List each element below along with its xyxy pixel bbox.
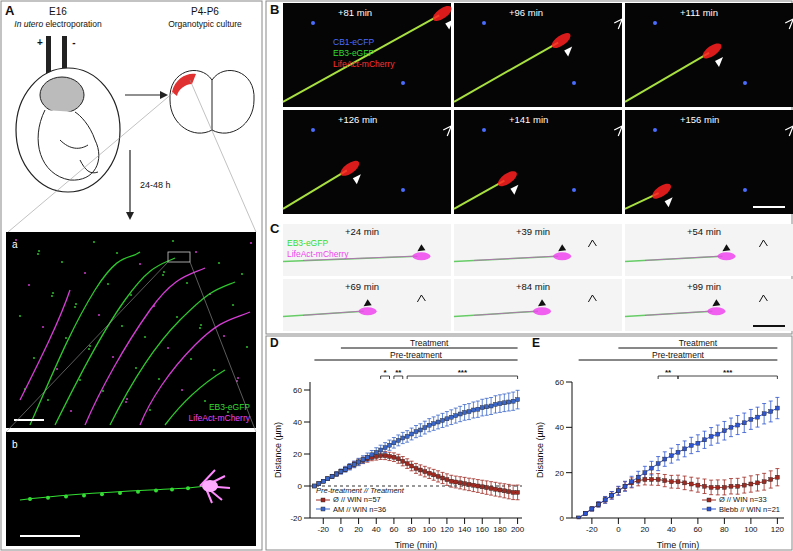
svg-text:**: ** bbox=[665, 368, 672, 377]
svg-text:E16: E16 bbox=[49, 6, 67, 17]
svg-text:40: 40 bbox=[555, 423, 564, 432]
svg-text:80: 80 bbox=[720, 525, 729, 534]
svg-text:80: 80 bbox=[407, 525, 416, 534]
html-text:AM // WIN n=36: AM // WIN n=36 bbox=[333, 504, 387, 514]
svg-text:Organotypic culture: Organotypic culture bbox=[168, 19, 242, 29]
svg-text:D: D bbox=[270, 336, 279, 350]
svg-text:140: 140 bbox=[458, 525, 472, 534]
svg-text:A: A bbox=[8, 3, 15, 18]
svg-text:CB1-eCFP: CB1-eCFP bbox=[333, 37, 374, 47]
svg-text:LifeAct-mCherry: LifeAct-mCherry bbox=[333, 59, 395, 69]
html-text:Pre-treatment // Treatment: Pre-treatment // Treatment bbox=[316, 485, 404, 495]
svg-text:0: 0 bbox=[616, 525, 621, 534]
svg-text:60: 60 bbox=[389, 525, 398, 534]
svg-text:-20: -20 bbox=[290, 514, 302, 523]
svg-text:B: B bbox=[270, 2, 279, 17]
svg-text:120: 120 bbox=[440, 525, 454, 534]
svg-text:Time (min): Time (min) bbox=[657, 540, 700, 550]
svg-text:+81 min: +81 min bbox=[338, 7, 372, 18]
svg-text:Treatment: Treatment bbox=[410, 338, 449, 348]
svg-text:+141 min: +141 min bbox=[509, 114, 548, 125]
svg-text:Treatment: Treatment bbox=[679, 338, 718, 348]
svg-text:+69 min: +69 min bbox=[345, 281, 379, 292]
svg-text:Pre-treatment: Pre-treatment bbox=[652, 350, 705, 360]
svg-text:20: 20 bbox=[293, 450, 302, 459]
html-text:Ø // WIN n=57: Ø // WIN n=57 bbox=[333, 495, 381, 504]
svg-text:+84 min: +84 min bbox=[516, 281, 550, 292]
svg-text:E: E bbox=[532, 336, 540, 350]
svg-text:EB3-eGFP: EB3-eGFP bbox=[287, 238, 328, 248]
svg-text:200: 200 bbox=[511, 525, 525, 534]
svg-text:+126 min: +126 min bbox=[338, 114, 377, 125]
svg-text:**: ** bbox=[395, 368, 402, 377]
svg-text:60: 60 bbox=[693, 525, 702, 534]
svg-text:100: 100 bbox=[423, 525, 437, 534]
svg-text:20: 20 bbox=[555, 469, 564, 478]
svg-text:Distance (µm): Distance (µm) bbox=[273, 422, 283, 478]
html-text:Ø // WIN n=33: Ø // WIN n=33 bbox=[718, 495, 767, 504]
svg-text:24-48 h: 24-48 h bbox=[140, 180, 171, 190]
svg-text:+96 min: +96 min bbox=[509, 7, 543, 18]
svg-text:0: 0 bbox=[339, 525, 344, 534]
svg-text:20: 20 bbox=[354, 525, 363, 534]
svg-text:+99 min: +99 min bbox=[687, 281, 721, 292]
svg-text:***: *** bbox=[458, 368, 468, 377]
svg-text:40: 40 bbox=[372, 525, 381, 534]
svg-text:-: - bbox=[72, 37, 75, 48]
svg-text:+: + bbox=[37, 37, 43, 48]
svg-text:100: 100 bbox=[744, 525, 758, 534]
svg-text:P4-P6: P4-P6 bbox=[191, 6, 219, 17]
svg-text:LifeAct-mCherry: LifeAct-mCherry bbox=[189, 413, 251, 423]
svg-text:40: 40 bbox=[667, 525, 676, 534]
svg-text:Distance (µm): Distance (µm) bbox=[535, 422, 545, 478]
svg-text:180: 180 bbox=[493, 525, 507, 534]
svg-text:+156 min: +156 min bbox=[680, 114, 719, 125]
svg-text:+39 min: +39 min bbox=[516, 226, 550, 237]
svg-text:160: 160 bbox=[476, 525, 490, 534]
svg-text:a: a bbox=[12, 239, 18, 250]
svg-text:Pre-treatment: Pre-treatment bbox=[390, 350, 443, 360]
svg-text:60: 60 bbox=[555, 378, 564, 387]
svg-text:Time (min): Time (min) bbox=[395, 540, 438, 550]
svg-text:***: *** bbox=[723, 368, 733, 377]
html-text:Blebb // WIN n=21: Blebb // WIN n=21 bbox=[718, 504, 780, 514]
svg-text:+24 min: +24 min bbox=[345, 226, 379, 237]
svg-text:+111 min: +111 min bbox=[680, 7, 718, 18]
svg-text:0: 0 bbox=[298, 482, 303, 491]
svg-text:-20: -20 bbox=[586, 525, 598, 534]
svg-text:60: 60 bbox=[293, 386, 302, 395]
svg-text:LifeAct-mCherry: LifeAct-mCherry bbox=[287, 249, 349, 259]
svg-text:+54 min: +54 min bbox=[687, 226, 721, 237]
svg-text:40: 40 bbox=[293, 418, 302, 427]
svg-text:120: 120 bbox=[771, 525, 785, 534]
svg-text:-20: -20 bbox=[317, 525, 329, 534]
svg-text:0: 0 bbox=[560, 514, 565, 523]
svg-text:In utero electroporation: In utero electroporation bbox=[14, 19, 102, 29]
svg-text:EB3-eGFP: EB3-eGFP bbox=[209, 402, 250, 412]
svg-text:C: C bbox=[270, 221, 280, 236]
svg-text:EB3-eGFP: EB3-eGFP bbox=[333, 48, 374, 58]
svg-text:20: 20 bbox=[640, 525, 649, 534]
svg-text:b: b bbox=[12, 439, 18, 450]
svg-text:*: * bbox=[384, 368, 388, 377]
